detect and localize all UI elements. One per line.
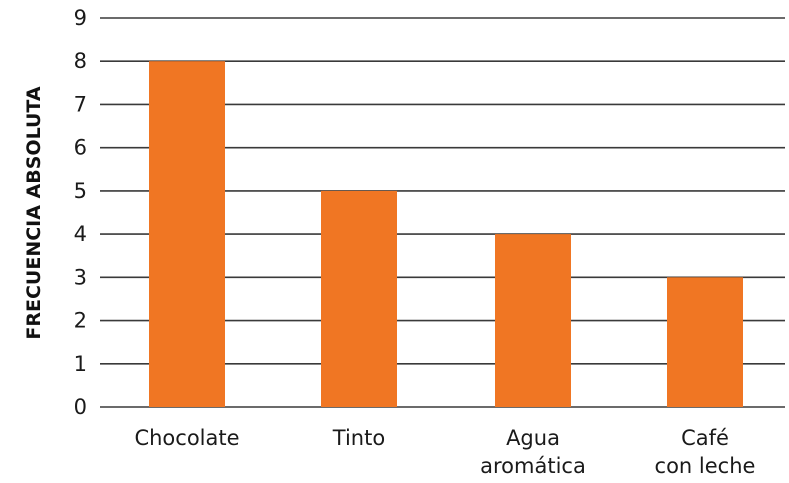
y-tick-label: 5 xyxy=(74,179,87,203)
y-tick-label: 8 xyxy=(74,49,87,73)
y-tick-label: 1 xyxy=(74,352,87,376)
x-category-label-line: con leche xyxy=(655,454,756,478)
y-tick-label: 9 xyxy=(74,6,87,30)
y-axis-title: FRECUENCIA ABSOLUTA xyxy=(23,86,45,340)
x-category-label-line: aromática xyxy=(480,454,586,478)
x-category-label-line: Café xyxy=(681,426,729,450)
y-tick-label: 2 xyxy=(74,309,87,333)
bar-0 xyxy=(149,61,225,407)
bar-3 xyxy=(667,277,743,407)
x-category-label-line: Tinto xyxy=(332,426,385,450)
bars xyxy=(149,61,743,407)
x-category-label: Chocolate xyxy=(134,426,239,450)
y-tick-label: 7 xyxy=(74,92,87,116)
y-tick-label: 4 xyxy=(74,222,87,246)
y-tick-label: 6 xyxy=(74,136,87,160)
y-tick-label: 3 xyxy=(74,265,87,289)
y-tick-label: 0 xyxy=(74,395,87,419)
bar-1 xyxy=(321,190,397,407)
x-category-label-line: Chocolate xyxy=(134,426,239,450)
x-category-label: Café con leche xyxy=(655,426,756,478)
x-category-label-line: Agua xyxy=(506,426,560,450)
x-category-label: Agua aromática xyxy=(480,426,586,478)
y-tick-labels: 0 1 2 3 4 5 6 7 8 9 xyxy=(74,6,87,419)
bar-2 xyxy=(495,234,571,407)
x-category-label: Tinto xyxy=(332,426,385,450)
x-category-labels: Chocolate Tinto Agua aromática Café con leche xyxy=(134,426,755,478)
